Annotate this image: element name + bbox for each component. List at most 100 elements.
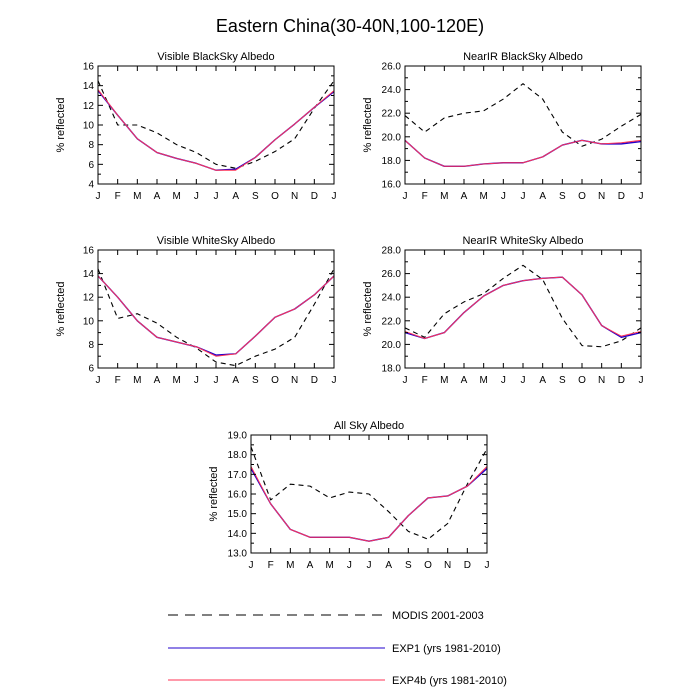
x-tick-label: J [521,375,526,386]
x-tick-label: F [268,560,274,571]
y-tick-label: 19.0 [228,431,248,442]
x-tick-label: O [271,375,279,386]
series-line-exp4b [250,466,488,542]
x-tick-label: S [405,560,412,571]
y-tick-label: 15.0 [228,509,248,520]
x-tick-label: S [252,191,259,202]
legend-label: EXP4b (yrs 1981-2010) [392,675,507,687]
x-tick-label: M [133,191,141,202]
x-tick-label: N [291,191,298,202]
series-line-modis [97,268,335,367]
figure-title: Eastern China(30-40N,100-120E) [216,16,484,36]
x-tick-label: A [461,191,468,202]
x-tick-label: J [403,375,408,386]
x-tick-label: A [232,375,239,386]
chart-panel-5: All Sky Albedo 13.0 14.0 15.0 16.0 17.0 18.0 19… [208,420,490,571]
y-tick-label: 18.0 [228,450,248,461]
y-tick-label: 26.0 [382,269,402,280]
y-tick-label: 14 [83,269,95,280]
y-axis-label: % reflected [362,281,374,336]
x-tick-label: A [461,375,468,386]
x-tick-label: J [485,560,490,571]
y-tick-label: 22.0 [382,109,402,120]
y-tick-label: 13.0 [228,549,248,560]
x-tick-label: A [154,375,161,386]
x-tick-label: O [271,191,279,202]
x-tick-label: J [332,191,337,202]
x-tick-label: J [403,191,408,202]
legend-label: EXP1 (yrs 1981-2010) [392,643,501,655]
panel-title: NearIR WhiteSky Albedo [462,235,583,247]
legend-item: EXP4b (yrs 1981-2010) [168,675,507,687]
y-axis-label: % reflected [362,97,374,152]
x-tick-label: J [367,560,372,571]
x-tick-label: F [422,191,428,202]
series-line-exp1 [97,90,335,171]
x-tick-label: J [332,375,337,386]
x-tick-label: J [639,375,644,386]
x-tick-label: M [172,375,180,386]
series-line-modis [404,83,642,147]
y-tick-label: 20.0 [382,132,402,143]
x-tick-label: J [214,191,219,202]
legend-label: MODIS 2001-2003 [392,610,484,622]
x-tick-label: M [133,375,141,386]
x-tick-label: S [252,375,259,386]
y-tick-label: 24.0 [382,85,402,96]
x-tick-label: S [559,191,566,202]
x-tick-label: O [424,560,432,571]
series-group [404,264,642,348]
plot-frame [97,249,335,369]
x-tick-label: D [311,375,318,386]
series-line-modis [404,264,642,348]
legend: MODIS 2001-2003 EXP1 (yrs 1981-2010) EXP4b… [168,610,507,687]
series-line-modis [250,446,488,540]
x-tick-label: S [559,375,566,386]
y-axis-label: % reflected [55,97,67,152]
panel-title: All Sky Albedo [334,420,404,432]
y-tick-label: 16.0 [228,490,248,501]
x-tick-label: M [479,191,487,202]
x-tick-label: O [578,191,586,202]
series-group [250,446,488,542]
x-tick-label: A [307,560,314,571]
x-tick-label: J [96,375,101,386]
x-tick-label: D [464,560,471,571]
y-axis-label: % reflected [55,281,67,336]
series-line-exp1 [250,467,488,542]
series-line-modis [97,80,335,169]
y-tick-label: 10 [83,316,95,327]
x-tick-label: A [154,191,161,202]
x-tick-label: A [539,375,546,386]
y-tick-label: 8 [88,140,94,151]
y-tick-label: 28.0 [382,246,402,257]
panel-title: Visible WhiteSky Albedo [157,235,275,247]
x-tick-label: J [639,191,644,202]
y-tick-label: 14.0 [228,529,248,540]
x-tick-label: F [115,375,121,386]
x-tick-label: N [598,191,605,202]
x-tick-label: J [214,375,219,386]
y-tick-label: 24.0 [382,293,402,304]
x-tick-label: M [325,560,333,571]
x-tick-label: D [618,375,625,386]
x-tick-label: J [194,375,199,386]
x-tick-label: M [440,375,448,386]
series-line-exp4b [97,275,335,357]
x-tick-label: D [618,191,625,202]
y-tick-label: 16 [83,62,95,73]
x-tick-label: N [444,560,451,571]
y-tick-label: 14 [83,81,95,92]
x-tick-label: F [115,191,121,202]
legend-item: MODIS 2001-2003 [168,610,484,622]
y-tick-label: 18.0 [382,156,402,167]
x-tick-label: F [422,375,428,386]
series-line-exp4b [404,276,642,339]
x-tick-label: M [172,191,180,202]
x-tick-label: N [291,375,298,386]
plot-frame [404,249,642,369]
